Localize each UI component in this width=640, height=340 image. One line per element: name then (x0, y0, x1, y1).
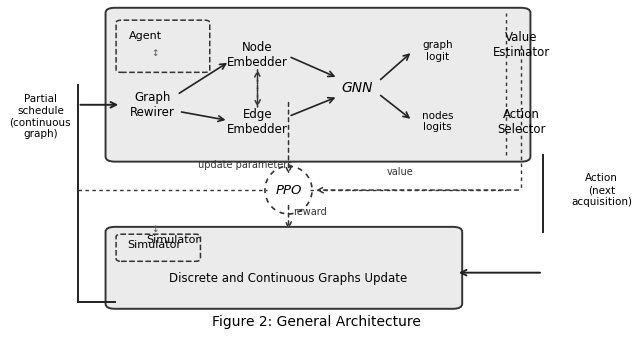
Text: Agent: Agent (129, 31, 162, 41)
FancyBboxPatch shape (106, 227, 462, 309)
Text: Discrete and Continuous Graphs Update: Discrete and Continuous Graphs Update (170, 272, 408, 285)
Text: nodes
logits: nodes logits (422, 111, 453, 132)
Text: Node
Embedder: Node Embedder (227, 40, 288, 69)
Text: value: value (387, 167, 413, 177)
Text: Simulator: Simulator (127, 240, 181, 250)
Text: GNN: GNN (341, 81, 372, 95)
Text: reward: reward (293, 207, 327, 217)
Text: Simulator: Simulator (146, 235, 200, 245)
Text: Partial
schedule
(continuous
graph): Partial schedule (continuous graph) (10, 94, 71, 139)
Text: Action
Selector: Action Selector (497, 107, 545, 136)
Text: ↕: ↕ (152, 49, 159, 58)
Text: Value
Estimator: Value Estimator (493, 31, 550, 58)
Text: Edge
Embedder: Edge Embedder (227, 107, 288, 136)
Text: Graph
Rewirer: Graph Rewirer (130, 91, 175, 119)
Text: PPO: PPO (275, 184, 301, 197)
Text: update parameters: update parameters (198, 160, 292, 170)
Text: ↕: ↕ (152, 224, 159, 234)
Text: Action
(next
acquisition): Action (next acquisition) (572, 173, 632, 207)
Text: graph
logit: graph logit (422, 40, 452, 62)
FancyBboxPatch shape (106, 8, 531, 161)
Text: Figure 2: General Architecture: Figure 2: General Architecture (212, 315, 421, 329)
